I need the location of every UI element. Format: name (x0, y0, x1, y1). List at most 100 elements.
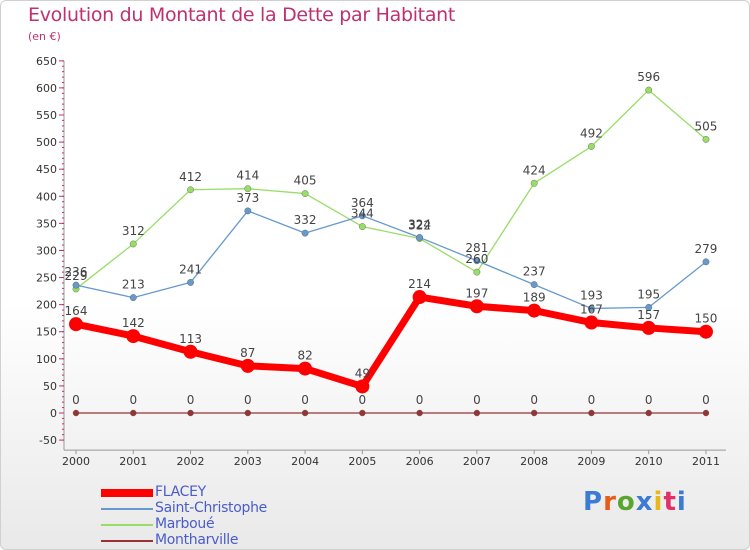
data-label-flacey: 142 (122, 316, 145, 330)
y-tick-label: 450 (36, 163, 57, 176)
data-label-marbou-: 322 (408, 219, 431, 233)
data-label-flacey: 150 (695, 312, 718, 326)
data-label-saint-christophe: 237 (523, 265, 546, 279)
data-point-montharville (588, 409, 595, 417)
data-label-montharville: 0 (129, 393, 137, 407)
series-line-flacey (75, 293, 707, 390)
legend-label-saint-christophe: Saint-Christophe (155, 500, 267, 516)
logo-letter: P (583, 487, 604, 517)
y-tick-label: 300 (36, 244, 57, 257)
data-point-saint-christophe (129, 294, 137, 301)
data-label-flacey: 214 (408, 277, 431, 291)
data-point-saint-christophe (588, 305, 595, 312)
x-tick-label: 2000 (62, 455, 90, 468)
data-point-flacey (126, 329, 141, 344)
data-label-saint-christophe: 236 (65, 265, 88, 279)
data-point-montharville (244, 409, 252, 417)
data-label-saint-christophe: 281 (465, 241, 488, 255)
data-point-flacey (584, 315, 599, 330)
chart-unit-label: (en €) (28, 30, 61, 43)
legend-label-montharville: Montharville (155, 532, 239, 548)
data-point-saint-christophe (530, 281, 538, 288)
legend-item-saint-christophe: Saint-Christophe (101, 500, 361, 517)
data-label-marbou-: 414 (236, 169, 259, 183)
y-tick-label: 100 (36, 353, 57, 366)
x-tick-label: 2011 (692, 455, 720, 468)
data-label-marbou-: 229 (65, 269, 88, 283)
legend-item-flacey: FLACEY (101, 484, 361, 501)
y-tick-label: 0 (50, 407, 57, 420)
data-point-flacey (412, 290, 427, 305)
y-tick-label: 200 (36, 299, 57, 312)
y-tick-label: 250 (36, 272, 57, 285)
data-label-montharville: 0 (187, 393, 195, 407)
y-tick-label: 650 (36, 55, 57, 68)
data-point-saint-christophe (187, 279, 194, 286)
data-label-flacey: 167 (580, 303, 603, 317)
data-label-flacey: 49 (355, 366, 370, 380)
data-label-saint-christophe: 213 (122, 278, 145, 292)
data-label-marbou-: 424 (523, 163, 546, 177)
x-tick-label: 2002 (177, 455, 205, 468)
series-layer (69, 86, 713, 417)
data-label-montharville: 0 (530, 393, 538, 407)
data-label-marbou-: 505 (695, 119, 718, 133)
data-point-marbou- (301, 190, 309, 197)
logo-letter: o (616, 487, 636, 517)
x-tick-label: 2001 (119, 455, 147, 468)
data-label-saint-christophe: 364 (351, 196, 374, 210)
data-point-montharville (301, 409, 309, 417)
data-label-marbou-: 596 (637, 70, 660, 84)
data-point-montharville (72, 409, 80, 417)
data-label-flacey: 87 (240, 346, 255, 360)
data-point-flacey (469, 299, 484, 314)
data-label-montharville: 0 (301, 393, 309, 407)
x-tick-label: 2006 (406, 455, 434, 468)
data-label-montharville: 0 (416, 393, 424, 407)
y-tick-label: 350 (36, 217, 57, 230)
legend-item-marbou-: Marboué (101, 516, 361, 533)
series-line-saint-christophe (75, 210, 707, 310)
legend-label-flacey: FLACEY (155, 484, 206, 500)
data-point-montharville (530, 409, 538, 417)
data-point-saint-christophe (72, 281, 80, 289)
legend-item-montharville: Montharville (101, 532, 361, 549)
data-point-montharville (473, 409, 481, 417)
logo-letter: i (653, 487, 664, 517)
legend: FLACEY Saint-Christophe Marboué Montharvill… (101, 484, 361, 549)
data-label-flacey: 197 (465, 286, 488, 300)
data-label-marbou-: 405 (294, 174, 317, 188)
data-label-saint-christophe: 279 (695, 242, 718, 256)
data-point-marbou- (645, 86, 653, 94)
data-point-montharville (187, 409, 194, 417)
x-tick-label: 2007 (463, 455, 491, 468)
data-point-montharville (645, 409, 652, 417)
data-point-flacey (240, 358, 255, 373)
data-label-marbou-: 260 (465, 252, 488, 266)
data-point-saint-christophe (645, 303, 653, 311)
data-label-montharville: 0 (588, 393, 596, 407)
data-point-marbou- (358, 223, 366, 231)
data-label-saint-christophe: 241 (179, 262, 202, 276)
data-point-saint-christophe (416, 234, 424, 241)
data-label-flacey: 113 (179, 332, 202, 346)
data-label-saint-christophe: 324 (408, 217, 431, 231)
data-label-flacey: 82 (297, 349, 312, 363)
series-line-marbou- (75, 89, 707, 290)
data-point-flacey (641, 320, 656, 335)
data-point-marbou- (588, 143, 595, 150)
data-label-saint-christophe: 332 (294, 213, 317, 227)
x-tick-label: 2008 (520, 455, 548, 468)
data-label-montharville: 0 (702, 393, 710, 407)
y-tick-label: 550 (36, 109, 57, 122)
data-point-montharville (359, 409, 366, 417)
y-tick-label: 150 (36, 326, 57, 339)
data-labels-layer: 229 312 412 414 405 344 322 260 424 492 596 505 236 2… (65, 70, 718, 407)
data-label-flacey: 189 (523, 291, 546, 305)
data-point-marbou- (702, 135, 710, 143)
legend-label-marbou-: Marboué (155, 516, 215, 532)
y-tick-label: 500 (36, 136, 57, 149)
data-point-marbou- (473, 268, 481, 276)
data-point-flacey (183, 344, 198, 359)
data-point-flacey (527, 303, 542, 318)
